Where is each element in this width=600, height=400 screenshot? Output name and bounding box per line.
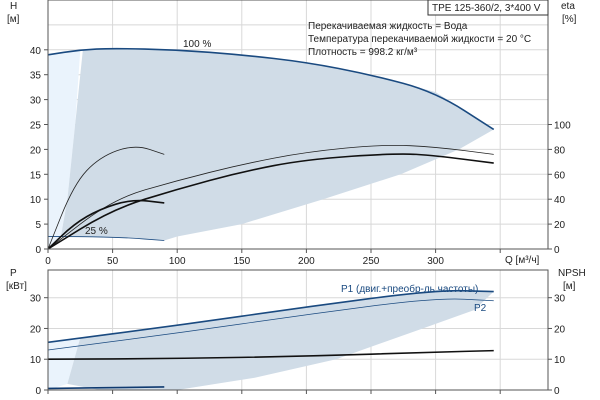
- x-tick-label: 0: [45, 256, 51, 267]
- info-box-title: TPE 125-360/2, 3*400 V: [432, 3, 541, 14]
- y2-tick-label: 0: [554, 245, 560, 256]
- operating-range: [67, 290, 494, 390]
- y-axis-label-p: P: [10, 268, 17, 279]
- y-tick-label: 15: [30, 170, 42, 181]
- x-tick-label: 150: [233, 256, 250, 267]
- curve-eta100_thin: [47, 144, 494, 250]
- curve-npsh: [47, 349, 494, 361]
- y-tick-label: 40: [30, 46, 42, 57]
- y2-tick-label: 100: [554, 121, 571, 132]
- y-tick-label: 30: [30, 96, 42, 107]
- plot-frame: [47, 269, 549, 391]
- x-tick-label: 100: [169, 256, 186, 267]
- y-tick-label: 30: [30, 294, 42, 305]
- y2-tick-label: 40: [554, 195, 566, 206]
- y-tick-label: 20: [30, 145, 42, 156]
- info-line: Перекачиваемая жидкость = Вода: [308, 21, 468, 32]
- info-line: Температура перекачиваемой жидкости = 20…: [308, 34, 531, 45]
- y-tick-label: 5: [35, 220, 41, 231]
- y-tick-label: 10: [30, 195, 42, 206]
- y2-tick-label: 20: [554, 324, 566, 335]
- y-tick-label: 10: [30, 355, 42, 366]
- info-box: TPE 125-360/2, 3*400 V Перекачиваемая жи…: [308, 0, 549, 58]
- head-efficiency-panel: 0 5 10 15 20 25 30 35 40 0 20 40 60 80 100 0 50 100 150 200…: [30, 0, 571, 267]
- y2-tick-label: 30: [554, 294, 566, 305]
- y2-axis-label-npsh: NPSH: [558, 268, 586, 279]
- operating-range-light: [48, 337, 81, 390]
- curve-eta25_thick: [47, 199, 165, 250]
- info-line: Плотность = 998.2 кг/м³: [308, 47, 418, 58]
- y-tick-label: 0: [35, 386, 41, 397]
- x-axis-label-q: Q [м³/ч]: [505, 255, 540, 266]
- curve-eta25_thin: [47, 146, 165, 250]
- y2-tick-label: 20: [554, 220, 566, 231]
- x-tick-label: 250: [363, 256, 380, 267]
- curve-p2: [47, 298, 494, 351]
- y2-tick-label: 0: [554, 386, 560, 397]
- y-tick-label: 35: [30, 71, 42, 82]
- y2-axis-label-eta: eta: [561, 1, 575, 12]
- info-box-frame: [427, 0, 549, 16]
- y2-axis-unit-eta: [%]: [562, 14, 577, 25]
- curve-h100: [47, 47, 495, 131]
- curve-p1: [47, 289, 494, 344]
- power-npsh-panel: 0 10 20 30 0 10 20 30: [30, 269, 566, 397]
- y2-tick-label: 80: [554, 145, 566, 156]
- y-axis-unit-h: [м]: [7, 14, 20, 25]
- series-label-p2: P2: [474, 303, 487, 314]
- curve-label-100: 100 %: [183, 39, 211, 50]
- y-axis-unit-p: [кВт]: [6, 281, 27, 292]
- curve-p25: [47, 386, 165, 390]
- y2-tick-label: 10: [554, 355, 566, 366]
- series-label-p1: P1 (двиг.+преобр-ль частоты): [341, 283, 478, 295]
- x-tick-label: 50: [107, 256, 119, 267]
- y2-tick-label: 60: [554, 170, 566, 181]
- y-axis-label-h: H: [10, 1, 17, 12]
- operating-range-light: [48, 49, 81, 249]
- y-tick-label: 20: [30, 324, 42, 335]
- y2-axis-unit-npsh: [м]: [563, 281, 576, 292]
- x-tick-label: 200: [298, 256, 315, 267]
- curve-label-25: 25 %: [85, 226, 108, 237]
- y-tick-label: 25: [30, 121, 42, 132]
- curve-h25: [48, 236, 165, 241]
- y-tick-label: 0: [35, 245, 41, 256]
- x-tick-label: 300: [427, 256, 444, 267]
- curve-eta100_thick: [47, 153, 494, 250]
